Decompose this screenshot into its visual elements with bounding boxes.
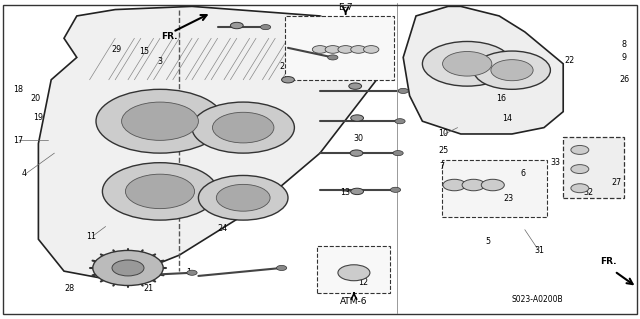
Text: 32: 32 [584,189,594,197]
Circle shape [198,175,288,220]
Text: ATM-6: ATM-6 [340,297,367,306]
Text: 1: 1 [186,268,191,277]
Text: 10: 10 [438,130,449,138]
Text: 11: 11 [86,232,97,241]
Circle shape [338,265,370,281]
FancyBboxPatch shape [442,160,547,217]
Text: E-7: E-7 [339,4,353,12]
Circle shape [474,51,550,89]
Text: 33: 33 [550,158,561,167]
Circle shape [112,260,144,276]
Text: 15: 15 [139,47,149,56]
Text: 6: 6 [520,169,525,178]
Text: 5: 5 [485,237,490,246]
Circle shape [571,165,589,174]
Text: 14: 14 [502,114,513,123]
Circle shape [122,102,198,140]
Circle shape [351,188,364,195]
Circle shape [216,184,270,211]
Circle shape [491,60,533,81]
Circle shape [422,41,512,86]
Text: 24: 24 [218,224,228,233]
Text: 9: 9 [621,53,627,62]
Circle shape [93,250,163,286]
Circle shape [398,88,408,93]
Circle shape [230,22,243,29]
Text: 25: 25 [438,146,449,155]
Text: FR.: FR. [161,32,178,41]
Circle shape [312,46,328,53]
Text: 23: 23 [504,194,514,203]
Text: 8: 8 [621,40,627,48]
FancyBboxPatch shape [317,246,390,293]
Text: 16: 16 [496,94,506,103]
Text: 27: 27 [611,178,621,187]
Text: 2: 2 [279,63,284,71]
Circle shape [260,25,271,30]
Text: 31: 31 [534,246,545,255]
Circle shape [350,150,363,156]
Text: 30: 30 [353,134,364,143]
Circle shape [443,51,492,76]
Text: 19: 19 [33,113,44,122]
Circle shape [102,163,218,220]
Polygon shape [38,6,384,281]
Circle shape [187,270,197,275]
Text: 22: 22 [564,56,575,65]
Circle shape [212,112,274,143]
Circle shape [393,151,403,156]
Text: 3: 3 [157,57,163,66]
Text: 12: 12 [358,278,368,287]
Circle shape [96,89,224,153]
Circle shape [571,184,589,193]
Circle shape [443,179,466,191]
Circle shape [349,83,362,89]
Circle shape [364,46,379,53]
Circle shape [192,102,294,153]
FancyBboxPatch shape [285,16,394,80]
Text: 26: 26 [619,75,629,84]
Circle shape [338,46,353,53]
FancyBboxPatch shape [563,137,624,198]
Text: 20: 20 [30,94,40,103]
Text: 29: 29 [111,45,122,54]
Circle shape [571,145,589,154]
Text: 18: 18 [13,85,23,94]
Circle shape [395,119,405,124]
Circle shape [351,46,366,53]
Text: FR.: FR. [600,257,616,266]
Circle shape [328,55,338,60]
Text: 4: 4 [22,169,27,178]
Circle shape [282,77,294,83]
Text: 7: 7 [439,162,444,171]
Circle shape [351,115,364,121]
Circle shape [325,46,340,53]
Text: 28: 28 [64,284,74,293]
Text: 17: 17 [13,137,23,145]
Polygon shape [403,6,563,134]
Circle shape [462,179,485,191]
Circle shape [390,187,401,192]
Circle shape [125,174,195,209]
Circle shape [276,265,287,271]
Circle shape [481,179,504,191]
Text: 21: 21 [143,284,154,293]
Text: 13: 13 [340,188,351,197]
Text: S023-A0200B: S023-A0200B [512,295,563,304]
